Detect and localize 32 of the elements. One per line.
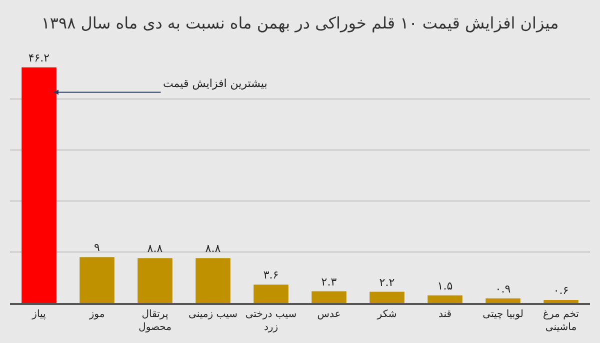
x-tick-label: لوبیا چیتی [482,308,524,320]
data-label: ۳.۶ [263,268,279,282]
bar [428,295,462,303]
bar [312,291,346,303]
x-tick-label: سیب درختی زرد [245,308,297,333]
bar [486,298,520,303]
bar [22,67,56,303]
bar [544,300,578,303]
data-label: ۲.۳ [321,275,337,288]
x-tick-label: سیب زمینی [188,308,238,320]
data-label: ۸.۸ [147,242,163,256]
x-tick-label: عدس [317,308,341,320]
bar [254,284,288,303]
data-label: ۸.۸ [205,242,221,256]
chart-title: میزان افزایش قیمت ۱۰ قلم خوراکی در بهمن ماه نسبت به دی ماه سال ۱۳۹۸ [41,13,559,32]
x-tick-label: پیاز [31,308,46,320]
bar [80,257,114,303]
bar [370,292,404,303]
x-tick-label: موز [88,308,105,320]
data-label: ۱.۵ [437,279,453,292]
data-label: ۲.۲ [379,276,395,289]
bar [138,258,172,303]
x-tick-label: قند [438,308,452,320]
x-tick-label: پرتقال محصول [138,308,172,333]
data-label: ۹ [94,241,100,254]
bar [196,258,230,303]
data-label: ۰.۹ [495,282,511,296]
x-tick-label: شکر [376,308,397,320]
annotation: بیشترین افزایش قیمت [163,77,268,90]
data-label: ۴۶.۲ [28,51,50,64]
data-label: ۰.۶ [553,284,569,297]
x-tick-label: تخم مرغ ماشینی [543,308,580,333]
